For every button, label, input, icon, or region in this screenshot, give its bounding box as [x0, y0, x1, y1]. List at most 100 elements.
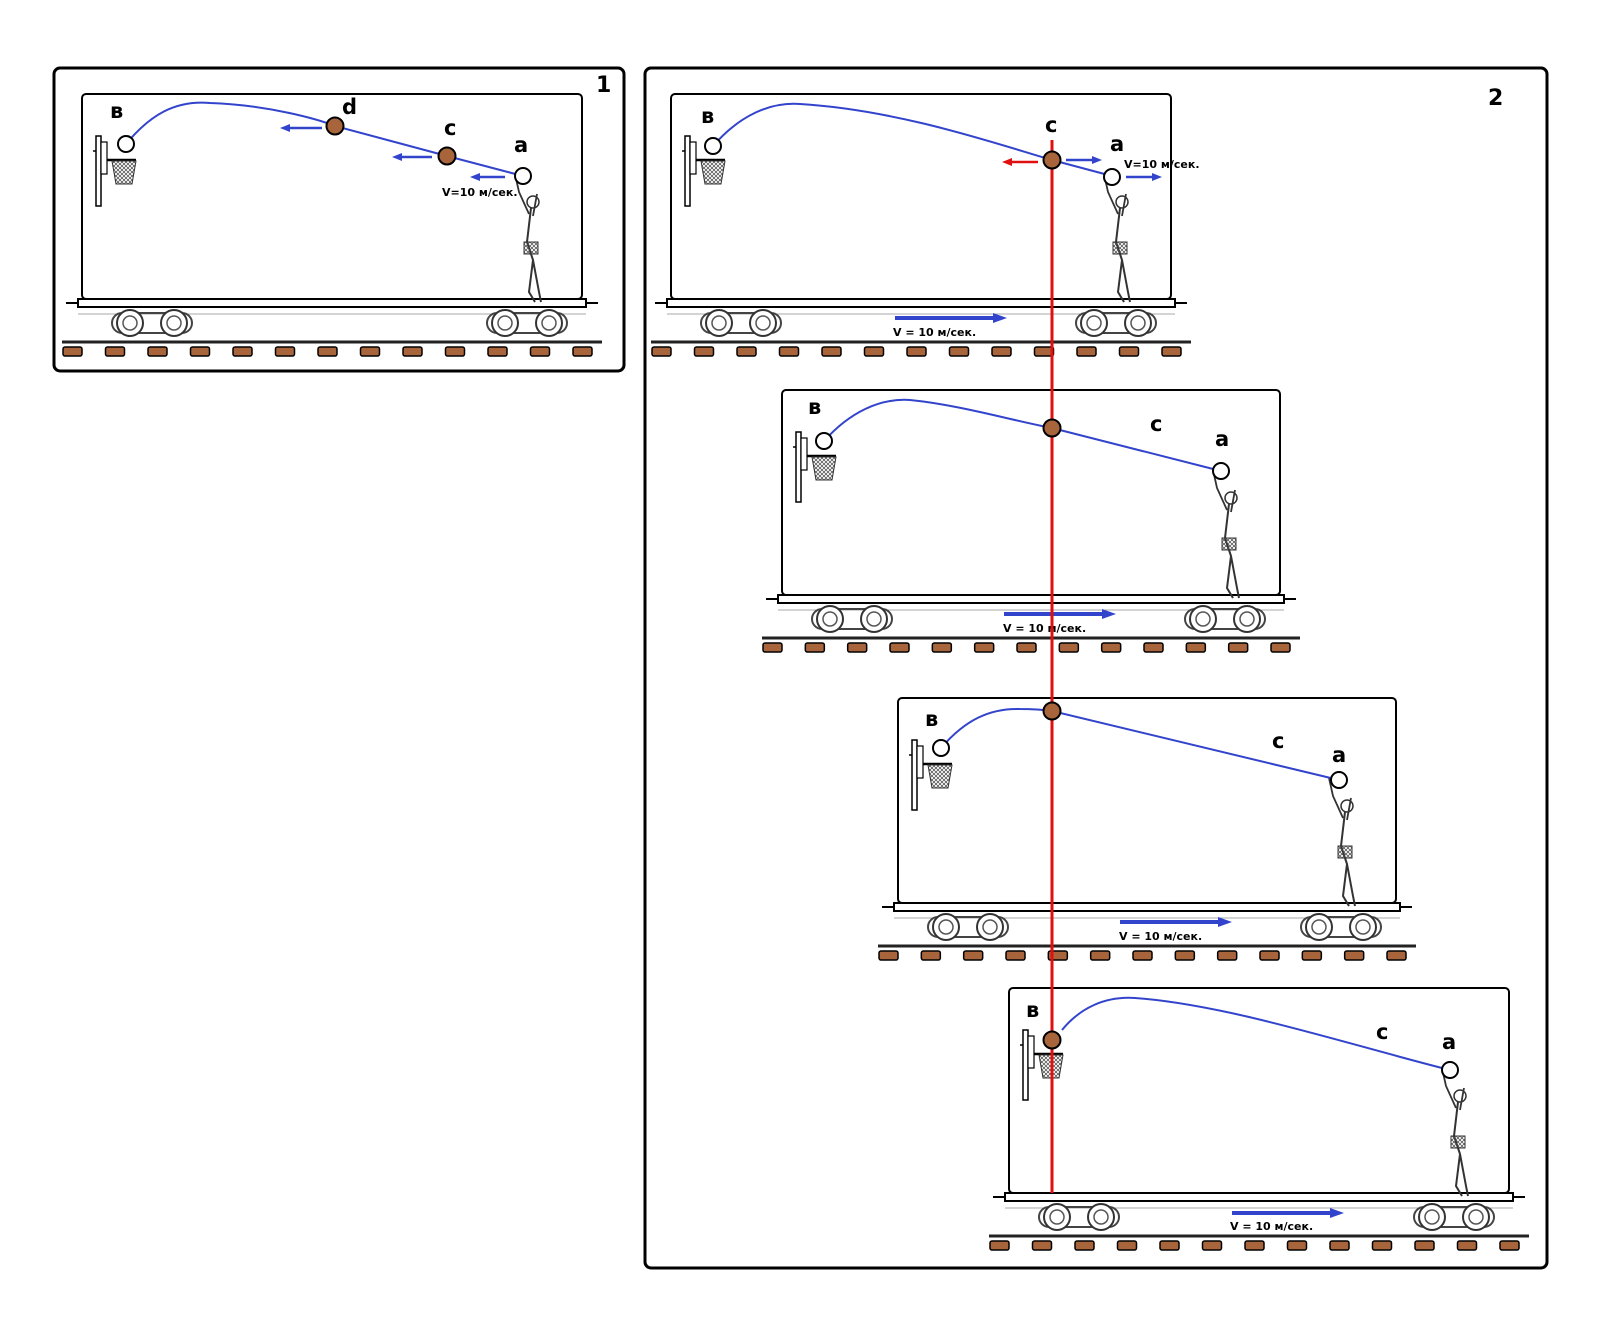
wheel-hub [938, 919, 954, 935]
panel-2-frame [643, 66, 1549, 1270]
label-d: d [342, 95, 357, 119]
label-b: в [701, 104, 714, 128]
ball-start [1330, 771, 1348, 789]
wheel-hub [1049, 1209, 1065, 1225]
wheel-hub [1093, 1209, 1109, 1225]
sleeper [973, 642, 995, 653]
wheel [816, 605, 844, 633]
wheel [1233, 605, 1261, 633]
panel-1-number: 1 [596, 73, 611, 98]
player-body [525, 207, 542, 303]
sleeper [889, 642, 910, 653]
wagon-2-2 [762, 389, 1300, 653]
wheel-hub [1130, 315, 1146, 331]
sleeper [572, 346, 593, 357]
panel-1-frame [52, 66, 626, 373]
ball-start [1441, 1061, 1459, 1079]
wheel [860, 605, 888, 633]
velocity-arrow-head [1218, 917, 1232, 927]
label-b: в [1026, 998, 1039, 1022]
sleeper [878, 950, 899, 961]
velocity-arrow-head [1102, 609, 1116, 619]
wheel [535, 309, 563, 337]
wheel-hub [1311, 919, 1327, 935]
bogie [486, 312, 568, 334]
wagon-floor [893, 902, 1401, 912]
wagon-body [897, 697, 1397, 904]
sleeper [1301, 950, 1323, 961]
ball-trajectory [1061, 996, 1451, 1071]
ball-at-basket [932, 739, 950, 757]
sleeper [1371, 1240, 1393, 1251]
sleeper [487, 346, 508, 357]
ball-on-line-2 [1042, 418, 1062, 438]
bogie [1300, 916, 1382, 938]
arrow-right-start [1126, 173, 1162, 181]
sleeper [693, 346, 715, 357]
label-b: в [925, 707, 938, 731]
bogie [811, 608, 893, 630]
sleeper [1118, 346, 1140, 357]
wheel-hub [122, 315, 138, 331]
wagon-floor [666, 298, 1176, 308]
panel-2-number: 2 [1488, 86, 1503, 111]
ball-speed-label: V=10 м/сек. [1124, 158, 1200, 171]
wagon-2-4 [989, 987, 1529, 1251]
ball-trajectory [712, 102, 1113, 177]
wagon-2-1 [651, 93, 1191, 357]
sleeper [1161, 346, 1182, 357]
bogie [1184, 608, 1266, 630]
panel-2-frame-1: в c a V=10 м/сек. V = 10 м/сек. [651, 93, 1200, 357]
ball-on-line-4 [1042, 1030, 1062, 1050]
sleeper [821, 346, 842, 357]
wheel-hub [982, 919, 998, 935]
sleeper [1031, 1240, 1053, 1251]
sleeper [931, 642, 953, 653]
sleeper [989, 1240, 1010, 1251]
player-shorts [1337, 845, 1353, 859]
backboard [684, 135, 691, 207]
arrow-left-a [470, 173, 505, 181]
wheel [160, 309, 188, 337]
wagon-2-3 [878, 697, 1416, 961]
player-shorts [523, 241, 539, 255]
sleeper [962, 950, 984, 961]
label-c: c [1045, 113, 1057, 137]
sleeper [948, 346, 970, 357]
arrow-left-c [392, 153, 432, 161]
sleeper [1143, 642, 1164, 653]
sleeper [1244, 1240, 1265, 1251]
player-body [1339, 811, 1356, 907]
ball-start [1103, 168, 1121, 186]
arrow-left-d [280, 124, 322, 132]
sleeper [1456, 1240, 1478, 1251]
player-arms [1328, 777, 1352, 821]
label-a: a [1332, 743, 1346, 767]
sleeper [402, 346, 423, 357]
sleeper [1201, 1240, 1223, 1251]
wheel-hub [755, 315, 771, 331]
bogie [700, 312, 782, 334]
label-c: c [1376, 1020, 1388, 1044]
sleeper [232, 346, 253, 357]
wheel-hub [1195, 611, 1211, 627]
sleeper [651, 346, 672, 357]
sleeper [1270, 642, 1291, 653]
arrow-left-red [1002, 158, 1038, 166]
ball-at-d [325, 116, 345, 136]
sleeper [1174, 950, 1196, 961]
sleeper [62, 346, 83, 357]
sleeper [1100, 642, 1122, 653]
label-a: a [514, 133, 528, 157]
sleeper [147, 346, 168, 357]
arrow-right-ball [1066, 156, 1102, 164]
bogie [111, 312, 193, 334]
wagon-speed-label: V = 10 м/сек. [1119, 930, 1202, 943]
sleeper [762, 642, 783, 653]
label-a: a [1110, 132, 1124, 156]
player-body [1452, 1101, 1469, 1197]
velocity-arrow-head [1330, 1208, 1344, 1218]
backboard [95, 135, 102, 207]
ball-at-basket [815, 432, 833, 450]
backboard-bracket [100, 141, 108, 175]
